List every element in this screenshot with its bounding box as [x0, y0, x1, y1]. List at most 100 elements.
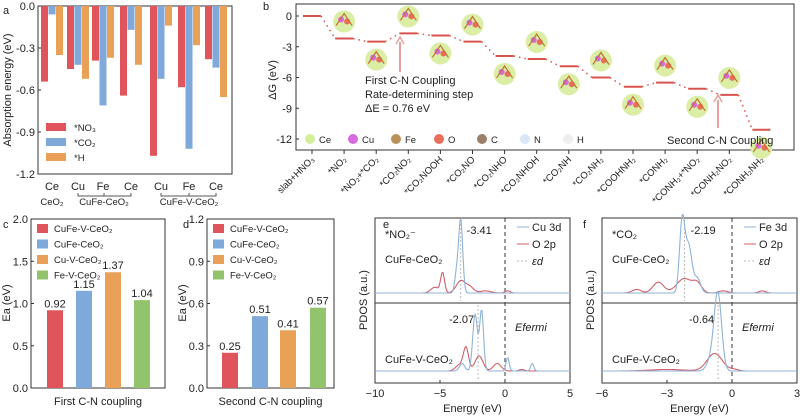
legend-label-d: CuFe-CeO₂ [230, 240, 280, 251]
bar-a-*H [193, 6, 200, 46]
legend-label-e: εd [532, 256, 544, 268]
bar-a-*CO₂ [127, 6, 135, 30]
o-2p-curve-f [602, 277, 797, 294]
bar-a-*NO₃ [205, 6, 212, 60]
bar-a-*CO₂ [212, 6, 220, 68]
d-band-center-label-f: -2.19 [691, 225, 716, 237]
bar-a-*H [56, 6, 63, 55]
legend-swatch-c [37, 255, 48, 264]
y-tick-label-a: -0.6 [16, 85, 35, 97]
legend-swatch-c [37, 224, 48, 233]
x-tick-label-b: slab+HNO₃ [275, 154, 317, 196]
annotation-second-coupling: Second C-N Coupling [667, 135, 773, 147]
legend-label-b: C [491, 135, 498, 146]
group-bracket-a [160, 193, 217, 197]
bar-a-*NO₃ [178, 6, 185, 88]
bar-a-*CO₂ [74, 6, 82, 65]
category-label-a: Cu [71, 181, 85, 193]
fe-bonds-icon [720, 68, 738, 83]
structure-model-13 [718, 66, 741, 89]
metal-3d-curve-f [602, 213, 797, 294]
data-label-d: 0.25 [219, 341, 240, 353]
legend-label-b: N [534, 135, 541, 146]
structure-model-2 [365, 48, 388, 71]
data-label-c: 1.04 [131, 288, 152, 300]
y-tick-label-b: -6 [282, 73, 292, 85]
category-label-a: Ce [124, 181, 138, 193]
group-label-a: CuFe-V-CeO₂ [160, 197, 219, 208]
y-tick-label-b: -12 [276, 134, 292, 146]
y-tick-label-d: 0.9 [189, 256, 204, 268]
fe-bonds-icon [656, 56, 674, 70]
bar-a-*NO₃ [92, 6, 99, 61]
category-label-a: Cu [154, 181, 168, 193]
x-tick-label-e: 5 [567, 388, 573, 400]
connector-b [513, 55, 528, 60]
y-axis-title-c: Ea (eV) [1, 284, 13, 321]
connector-b [609, 76, 625, 88]
category-label-a: Ce [45, 181, 59, 193]
legend-label-d: CuFe-V-CeO₂ [230, 224, 289, 235]
fe-bonds-icon [496, 64, 514, 79]
connector-b [737, 94, 754, 131]
legend-swatch-d [213, 270, 224, 280]
y-tick-label-d: 0.0 [189, 383, 204, 395]
x-tick-label-e: −10 [366, 388, 385, 400]
plot-frame-e [374, 217, 571, 384]
legend-swatch-a [46, 138, 66, 146]
metal-3d-curve-e [375, 309, 570, 372]
structure-model-3 [397, 5, 420, 28]
d-band-center-label-e: -2.07 [449, 314, 474, 326]
legend-swatch-d [213, 255, 224, 264]
legend-label-d: Fe-V-CeO₂ [230, 271, 277, 282]
fe-bonds-icon [560, 75, 578, 89]
fe-bonds-icon [592, 51, 610, 65]
connector-b [641, 81, 657, 88]
subplot-label-f: CuFe-CeO₂ [612, 254, 669, 266]
legend-label-f: Fe 3d [759, 222, 787, 234]
x-tick-label-e: 0 [502, 388, 508, 400]
fe-bonds-icon [528, 32, 546, 47]
metal-3d-curve-e [375, 217, 570, 294]
panel-letter-c: c [3, 219, 9, 231]
legend-label-f: εd [759, 256, 771, 268]
connector-b [352, 37, 368, 43]
connector-b [480, 41, 497, 57]
structure-model-5 [461, 13, 484, 36]
adsorbate-label-e: *NO₂⁻ [385, 229, 416, 241]
group-label-a: CuFe-CeO₂ [79, 197, 129, 208]
y-tick-label-c: 0.0 [13, 383, 28, 395]
x-tick-label-f: −3 [661, 388, 674, 400]
category-label-a: Fe [97, 181, 110, 193]
legend-atom-N-icon [520, 134, 530, 144]
y-tick-label-d: 1.2 [189, 214, 204, 226]
legend-swatch-d [213, 224, 224, 233]
legend-label-a: *NO₃ [74, 123, 96, 134]
y-tick-label-b: -9 [282, 103, 292, 115]
panel-letter-b: b [263, 1, 269, 13]
x-tick-label-b: *CO₂NH [541, 154, 574, 187]
fe-bonds-icon [335, 12, 353, 26]
legend-label-b: Cu [362, 135, 374, 146]
legend-label-b: H [577, 135, 584, 146]
arrow-head-icon [713, 93, 723, 103]
legend-label-b: O [448, 135, 455, 146]
legend-atom-Ce-icon [305, 134, 315, 144]
d-band-center-label-e: -3.41 [467, 225, 492, 237]
y-axis-title-b: ΔG (eV) [267, 60, 279, 100]
fe-bonds-icon [367, 50, 385, 64]
bar-a-*CO₂ [157, 6, 165, 79]
x-axis-title-c: First C-N coupling [54, 396, 142, 408]
connector-b [384, 32, 400, 43]
y-tick-label-d: 0.6 [189, 299, 204, 311]
legend-swatch-a [46, 123, 66, 131]
adsorbate-label-f: *CO₂ [612, 229, 637, 241]
bar-a-*H [107, 6, 114, 58]
legend-swatch-a [46, 153, 66, 161]
y-tick-label-b: 0 [286, 11, 292, 23]
legend-label-f: O 2p [759, 239, 783, 251]
connector-b [320, 15, 336, 39]
fermi-label-f: Efermi [742, 322, 774, 334]
fe-bonds-icon [624, 95, 642, 110]
data-label-c: 1.15 [73, 279, 94, 291]
